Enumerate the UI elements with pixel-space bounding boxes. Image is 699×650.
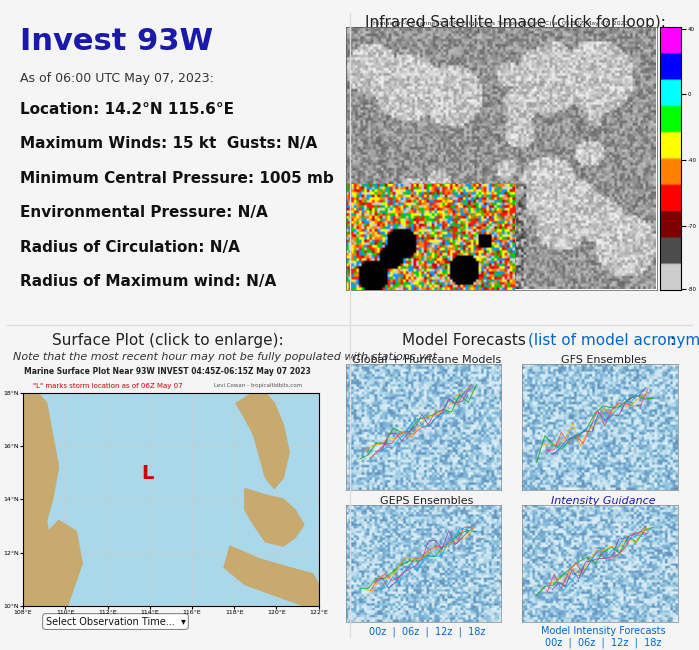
Text: Marine Surface Plot Near 93W INVEST 04:45Z-06:15Z May 07 2023: Marine Surface Plot Near 93W INVEST 04:4… bbox=[24, 367, 311, 376]
Text: Model Forecasts: Model Forecasts bbox=[402, 333, 531, 348]
Text: 00z  |  06z  |  12z  |  18z: 00z | 06z | 12z | 18z bbox=[545, 506, 662, 516]
Text: (list of model acronyms): (list of model acronyms) bbox=[528, 333, 699, 348]
Polygon shape bbox=[236, 393, 289, 489]
Polygon shape bbox=[224, 546, 319, 606]
Text: Global + Hurricane Models: Global + Hurricane Models bbox=[352, 355, 501, 365]
Text: Model Intensity Forecasts: Model Intensity Forecasts bbox=[541, 626, 666, 636]
Text: Select Observation Time...  ▾: Select Observation Time... ▾ bbox=[45, 617, 185, 627]
Text: GEPS Ensembles: GEPS Ensembles bbox=[380, 496, 473, 506]
Text: Levi Cowan - tropicaltidbits.com: Levi Cowan - tropicaltidbits.com bbox=[215, 383, 303, 388]
Text: As of 06:00 UTC May 07, 2023:: As of 06:00 UTC May 07, 2023: bbox=[20, 72, 214, 85]
Text: 00z  |  06z  |  12z  |  18z: 00z | 06z | 12z | 18z bbox=[368, 626, 485, 637]
Text: GFS Ensembles: GFS Ensembles bbox=[561, 355, 647, 365]
Text: 00z  |  06z  |  12z  |  18z: 00z | 06z | 12z | 18z bbox=[368, 506, 485, 516]
Text: 00z  |  06z  |  12z  |  18z: 00z | 06z | 12z | 18z bbox=[545, 637, 662, 648]
Polygon shape bbox=[23, 521, 82, 606]
Polygon shape bbox=[23, 393, 59, 606]
Text: Environmental Pressure: N/A: Environmental Pressure: N/A bbox=[20, 205, 268, 220]
Text: Maximum Winds: 15 kt  Gusts: N/A: Maximum Winds: 15 kt Gusts: N/A bbox=[20, 136, 317, 151]
Text: Radius of Circulation: N/A: Radius of Circulation: N/A bbox=[20, 240, 240, 255]
Text: Intensity Guidance: Intensity Guidance bbox=[552, 496, 656, 506]
Text: Surface Plot (click to enlarge):: Surface Plot (click to enlarge): bbox=[52, 333, 284, 348]
Text: :: : bbox=[669, 333, 674, 348]
Text: Minimum Central Pressure: 1005 mb: Minimum Central Pressure: 1005 mb bbox=[20, 171, 333, 186]
Text: Location: 14.2°N 115.6°E: Location: 14.2°N 115.6°E bbox=[20, 102, 234, 117]
Text: Radius of Maximum wind: N/A: Radius of Maximum wind: N/A bbox=[20, 274, 276, 289]
Text: Infrared Satellite Image (click for loop):: Infrared Satellite Image (click for loop… bbox=[365, 16, 665, 31]
Polygon shape bbox=[245, 489, 304, 546]
Text: L: L bbox=[141, 464, 153, 483]
Title: Himawari-9 Channel 13 (IR) Brightness Temperature (°C) at 05:50Z May 07, 2023: Himawari-9 Channel 13 (IR) Brightness Te… bbox=[373, 21, 629, 25]
Text: "L" marks storm location as of 06Z May 07: "L" marks storm location as of 06Z May 0… bbox=[33, 383, 182, 389]
Text: Invest 93W: Invest 93W bbox=[20, 27, 213, 57]
Text: Note that the most recent hour may not be fully populated with stations yet.: Note that the most recent hour may not b… bbox=[13, 352, 441, 362]
